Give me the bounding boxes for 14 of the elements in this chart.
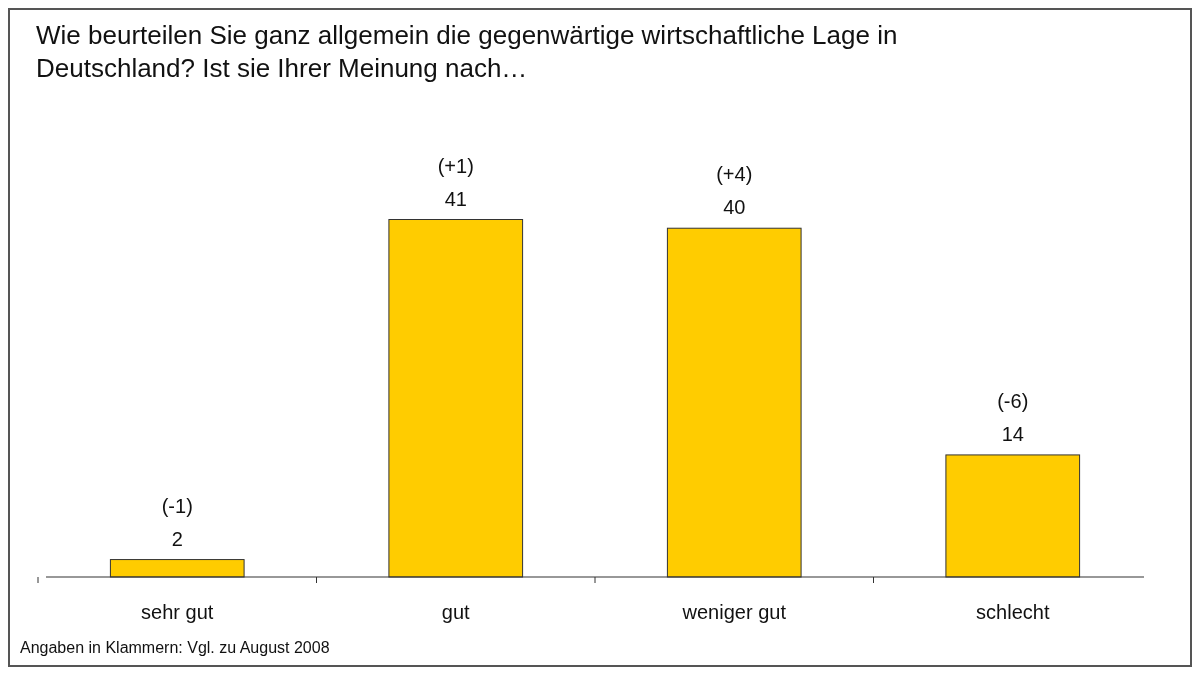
annotation: (-6) [997, 389, 1029, 412]
x-tick-label: sehr gut [141, 601, 214, 623]
chart-title: Wie beurteilen Sie ganz allgemein die gegenwärtige wirtschaftliche Lage in Deutschland? Ist sie Ihrer Meinung nach… [36, 20, 898, 83]
annotation: (-1) [161, 494, 193, 517]
annotation: (+4) [716, 163, 753, 186]
data-label: 41 [444, 187, 467, 210]
annotation: (+1) [437, 154, 474, 177]
x-tick-label: schlecht [976, 601, 1050, 623]
text: Angaben in Klammern: Vgl. zu August 2008 [20, 639, 330, 656]
data-label: 14 [1001, 422, 1024, 445]
data-label: 40 [723, 196, 746, 219]
x-tick-label: weniger gut [681, 601, 787, 623]
data-label: 2 [171, 527, 183, 550]
x-tick-label: gut [441, 601, 471, 623]
